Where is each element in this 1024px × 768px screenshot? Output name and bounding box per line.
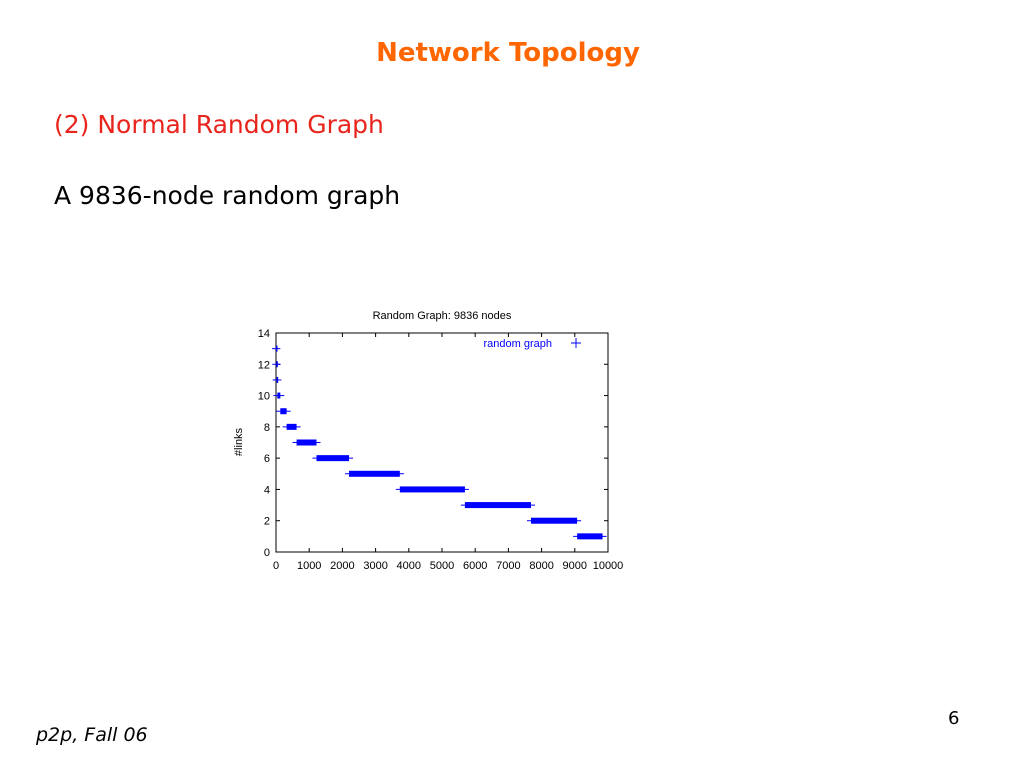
chart-title: Random Graph: 9836 nodes: [373, 310, 512, 322]
x-tick-label: 10000: [593, 560, 624, 572]
footer-course: p2p, Fall 06: [36, 724, 148, 746]
y-tick-label: 8: [264, 422, 270, 434]
x-tick-label: 3000: [363, 560, 387, 572]
y-tick-label: 14: [258, 328, 270, 340]
y-tick-label: 4: [264, 484, 270, 496]
axes-layer: 0 1000 2000 3000 4000 5000 6000 7000 8000 9000 100…: [258, 328, 624, 572]
x-tick-label: 6000: [463, 560, 487, 572]
y-tick-label: 6: [264, 453, 270, 465]
y-axis-label: #links: [233, 427, 245, 456]
x-tick-label: 4000: [397, 560, 421, 572]
x-tick-label: 5000: [430, 560, 454, 572]
y-tick-label: 2: [264, 516, 270, 528]
x-tick-label: 7000: [496, 560, 520, 572]
chart-legend: random graph: [484, 338, 581, 350]
x-tick-label: 8000: [529, 560, 553, 572]
legend-label: random graph: [484, 338, 553, 350]
chart-container: Random Graph: 9836 nodes #links 0 1000 200…: [224, 300, 634, 585]
series-random-graph: [272, 345, 607, 540]
y-tick-label: 12: [258, 359, 270, 371]
x-tick-label: 1000: [297, 560, 321, 572]
random-graph-chart: Random Graph: 9836 nodes #links 0 1000 200…: [233, 310, 624, 572]
x-tick-label: 2000: [330, 560, 354, 572]
slide-subtitle: (2) Normal Random Graph: [54, 110, 384, 139]
x-tick-label: 9000: [563, 560, 587, 572]
y-tick-label: 10: [258, 391, 270, 403]
x-tick-label: 0: [273, 560, 279, 572]
page-number: 6: [948, 708, 960, 729]
slide-title: Network Topology: [376, 38, 640, 68]
legend-marker: [571, 338, 581, 348]
body-text: A 9836-node random graph: [54, 181, 401, 210]
y-tick-label: 0: [264, 547, 270, 559]
